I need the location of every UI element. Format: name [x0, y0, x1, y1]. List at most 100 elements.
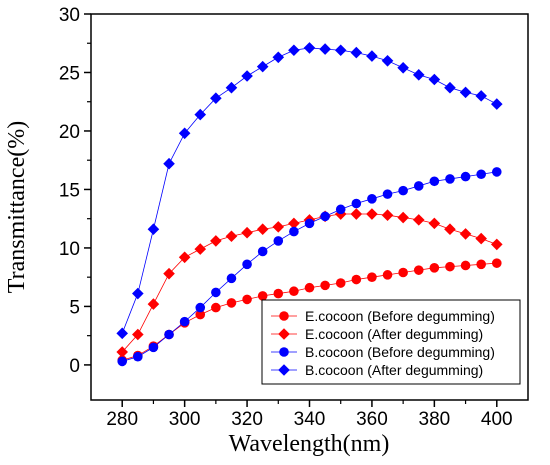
legend-marker: [279, 347, 289, 357]
data-point: [412, 69, 425, 81]
data-point: [475, 232, 487, 245]
data-point: [256, 60, 269, 73]
data-point: [475, 90, 487, 102]
data-point: [303, 42, 316, 54]
x-tick-label: 320: [231, 409, 263, 430]
series-3: [116, 42, 503, 340]
y-tick-label: 5: [69, 297, 80, 318]
data-point: [491, 167, 502, 177]
data-point: [397, 211, 409, 224]
data-point: [273, 236, 284, 246]
y-axis-title: Transmittance(%): [4, 121, 30, 293]
x-tick-label: 400: [481, 409, 513, 430]
data-point: [163, 267, 175, 280]
y-tick-label: 30: [59, 5, 80, 26]
data-point: [241, 70, 253, 82]
data-point: [179, 316, 190, 327]
data-point: [132, 287, 144, 300]
data-point: [382, 189, 393, 199]
legend-marker: [278, 364, 290, 376]
data-point: [226, 273, 237, 284]
y-tick-label: 10: [59, 239, 80, 260]
data-point: [304, 282, 315, 293]
data-point: [428, 217, 441, 230]
data-point: [289, 226, 299, 237]
x-tick-label: 360: [356, 409, 388, 430]
data-point: [273, 288, 284, 299]
legend-box: [261, 299, 521, 385]
data-point: [351, 274, 362, 285]
data-point: [398, 185, 408, 196]
data-point: [272, 221, 285, 233]
data-point: [195, 309, 206, 320]
data-point: [350, 208, 363, 220]
data-point: [147, 298, 160, 310]
legend-marker: [279, 311, 289, 321]
data-point: [476, 169, 486, 180]
x-tick-label: 300: [169, 409, 201, 430]
x-tick-label: 340: [294, 409, 326, 430]
data-point: [459, 86, 472, 99]
data-point: [116, 346, 129, 358]
data-point: [397, 62, 409, 74]
data-point: [320, 280, 330, 291]
data-point: [163, 157, 175, 170]
data-point: [367, 272, 377, 282]
data-point: [211, 302, 221, 313]
y-tick-label: 0: [69, 356, 80, 377]
x-tick-label: 280: [106, 409, 138, 430]
data-point: [289, 286, 299, 297]
data-point: [210, 235, 222, 247]
data-point: [117, 356, 128, 367]
legend: E.cocoon (Before degumming) E.cocoon (Aft…: [261, 299, 521, 385]
data-point: [210, 92, 222, 105]
legend-label: E.cocoon (After degumming): [305, 326, 483, 342]
data-point: [382, 270, 393, 280]
data-point: [366, 50, 378, 62]
data-point: [148, 342, 159, 353]
data-point: [304, 218, 315, 229]
x-axis-title: Wavelength(nm): [229, 431, 390, 457]
data-point: [320, 211, 330, 222]
data-point: [476, 259, 486, 270]
data-point: [225, 230, 238, 243]
legend-label: B.cocoon (After degumming): [305, 362, 483, 378]
data-point: [351, 198, 362, 209]
data-point: [288, 217, 300, 230]
data-point: [195, 302, 206, 313]
legend-entry: E.cocoon (Before degumming): [271, 308, 495, 324]
data-point: [367, 194, 377, 204]
axis-ticks: 280 300 320 340 360 380 400 0 5 10 15 20 25 30: [59, 5, 513, 430]
data-point: [164, 329, 174, 340]
data-point: [381, 209, 394, 221]
series-2: [117, 167, 502, 367]
data-point: [242, 294, 252, 305]
data-point: [491, 258, 502, 268]
data-point: [334, 44, 347, 57]
data-point: [335, 278, 346, 288]
data-point: [444, 81, 456, 94]
data-point: [226, 298, 237, 308]
data-point: [256, 223, 269, 236]
data-point: [288, 44, 300, 57]
data-point: [225, 81, 238, 94]
data-point: [178, 251, 191, 264]
data-point: [133, 351, 143, 362]
data-point: [147, 223, 160, 236]
legend-marker: [278, 328, 290, 340]
data-point: [319, 43, 331, 55]
data-point: [490, 98, 503, 110]
x-tick-label: 380: [419, 409, 451, 430]
data-point: [366, 208, 378, 220]
legend-entry: E.cocoon (After degumming): [271, 326, 483, 342]
data-point: [429, 263, 440, 273]
data-series: [116, 42, 503, 367]
data-point: [412, 214, 425, 226]
data-point: [350, 46, 363, 59]
legend-label: E.cocoon (Before degumming): [305, 308, 495, 324]
data-point: [460, 171, 471, 182]
y-tick-label: 25: [59, 63, 80, 84]
data-point: [194, 108, 207, 121]
data-point: [211, 287, 221, 298]
